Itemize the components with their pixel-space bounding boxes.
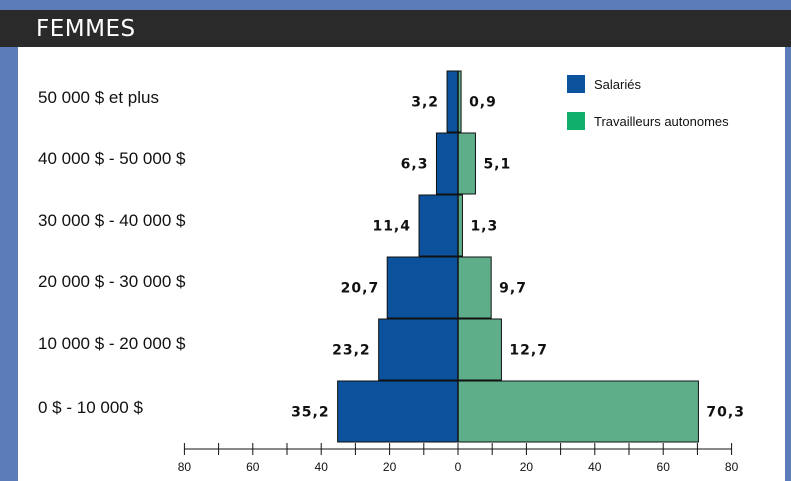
value-label-salaries: 6,3: [401, 157, 429, 173]
pyramid-chart: 50 000 $ et plus 40 000 $ - 50 000 $ 30 00…: [38, 70, 745, 474]
value-label-autonomes: 12,7: [509, 343, 548, 359]
category-labels-group: 50 000 $ et plus 40 000 $ - 50 000 $ 30 00…: [38, 88, 186, 417]
x-tick-label: 20: [383, 460, 397, 474]
x-axis: 80 60 40 20 0 20 40 60 80: [178, 443, 739, 474]
bar-autonomes: [457, 380, 699, 443]
x-tick-label: 60: [246, 460, 260, 474]
value-label-salaries: 11,4: [372, 219, 411, 235]
value-label-salaries: 3,2: [411, 95, 439, 111]
bar-autonomes: [457, 256, 492, 319]
x-tick-label: 40: [588, 460, 602, 474]
category-label: 50 000 $ et plus: [38, 88, 159, 107]
bar-salaries: [386, 256, 459, 319]
bar-salaries: [378, 318, 459, 381]
category-label: 30 000 $ - 40 000 $: [38, 211, 186, 230]
legend: Salariés Travailleurs autonomes: [567, 75, 729, 130]
x-tick-label: 20: [520, 460, 534, 474]
x-tick-label: 0: [455, 460, 462, 474]
legend-swatch-salaries: [567, 75, 585, 93]
category-label: 0 $ - 10 000 $: [38, 398, 143, 417]
bar-salaries: [446, 70, 459, 133]
value-labels-group: 3,2 0,9 6,3 5,1 11,4 1,3 20,7 9,7 23,2 12,7 35,2 70…: [291, 95, 745, 421]
value-label-autonomes: 9,7: [499, 281, 527, 297]
legend-label-salaries: Salariés: [594, 77, 641, 92]
chart-title: FEMMES: [36, 16, 136, 42]
x-tick-label: 40: [315, 460, 329, 474]
category-label: 10 000 $ - 20 000 $: [38, 334, 186, 353]
legend-label-autonomes: Travailleurs autonomes: [594, 114, 729, 129]
bar-salaries: [435, 132, 459, 195]
value-label-salaries: 35,2: [291, 405, 330, 421]
value-label-salaries: 23,2: [332, 343, 371, 359]
value-label-autonomes: 0,9: [469, 95, 497, 111]
bar-autonomes: [457, 318, 502, 381]
title-bar: FEMMES: [0, 10, 791, 47]
x-tick-label: 80: [178, 460, 192, 474]
bar-autonomes: [457, 132, 476, 195]
bars-group: [337, 70, 699, 443]
x-tick-label: 60: [657, 460, 671, 474]
bar-salaries: [337, 380, 459, 443]
category-label: 20 000 $ - 30 000 $: [38, 272, 186, 291]
category-label: 40 000 $ - 50 000 $: [38, 149, 186, 168]
x-tick-label: 80: [725, 460, 739, 474]
value-label-autonomes: 1,3: [470, 219, 498, 235]
bar-salaries: [418, 194, 459, 257]
value-label-autonomes: 70,3: [706, 405, 745, 421]
legend-swatch-autonomes: [567, 112, 585, 130]
value-label-salaries: 20,7: [341, 281, 380, 297]
value-label-autonomes: 5,1: [483, 157, 511, 173]
chart-panel: 50 000 $ et plus 40 000 $ - 50 000 $ 30 00…: [18, 47, 785, 481]
